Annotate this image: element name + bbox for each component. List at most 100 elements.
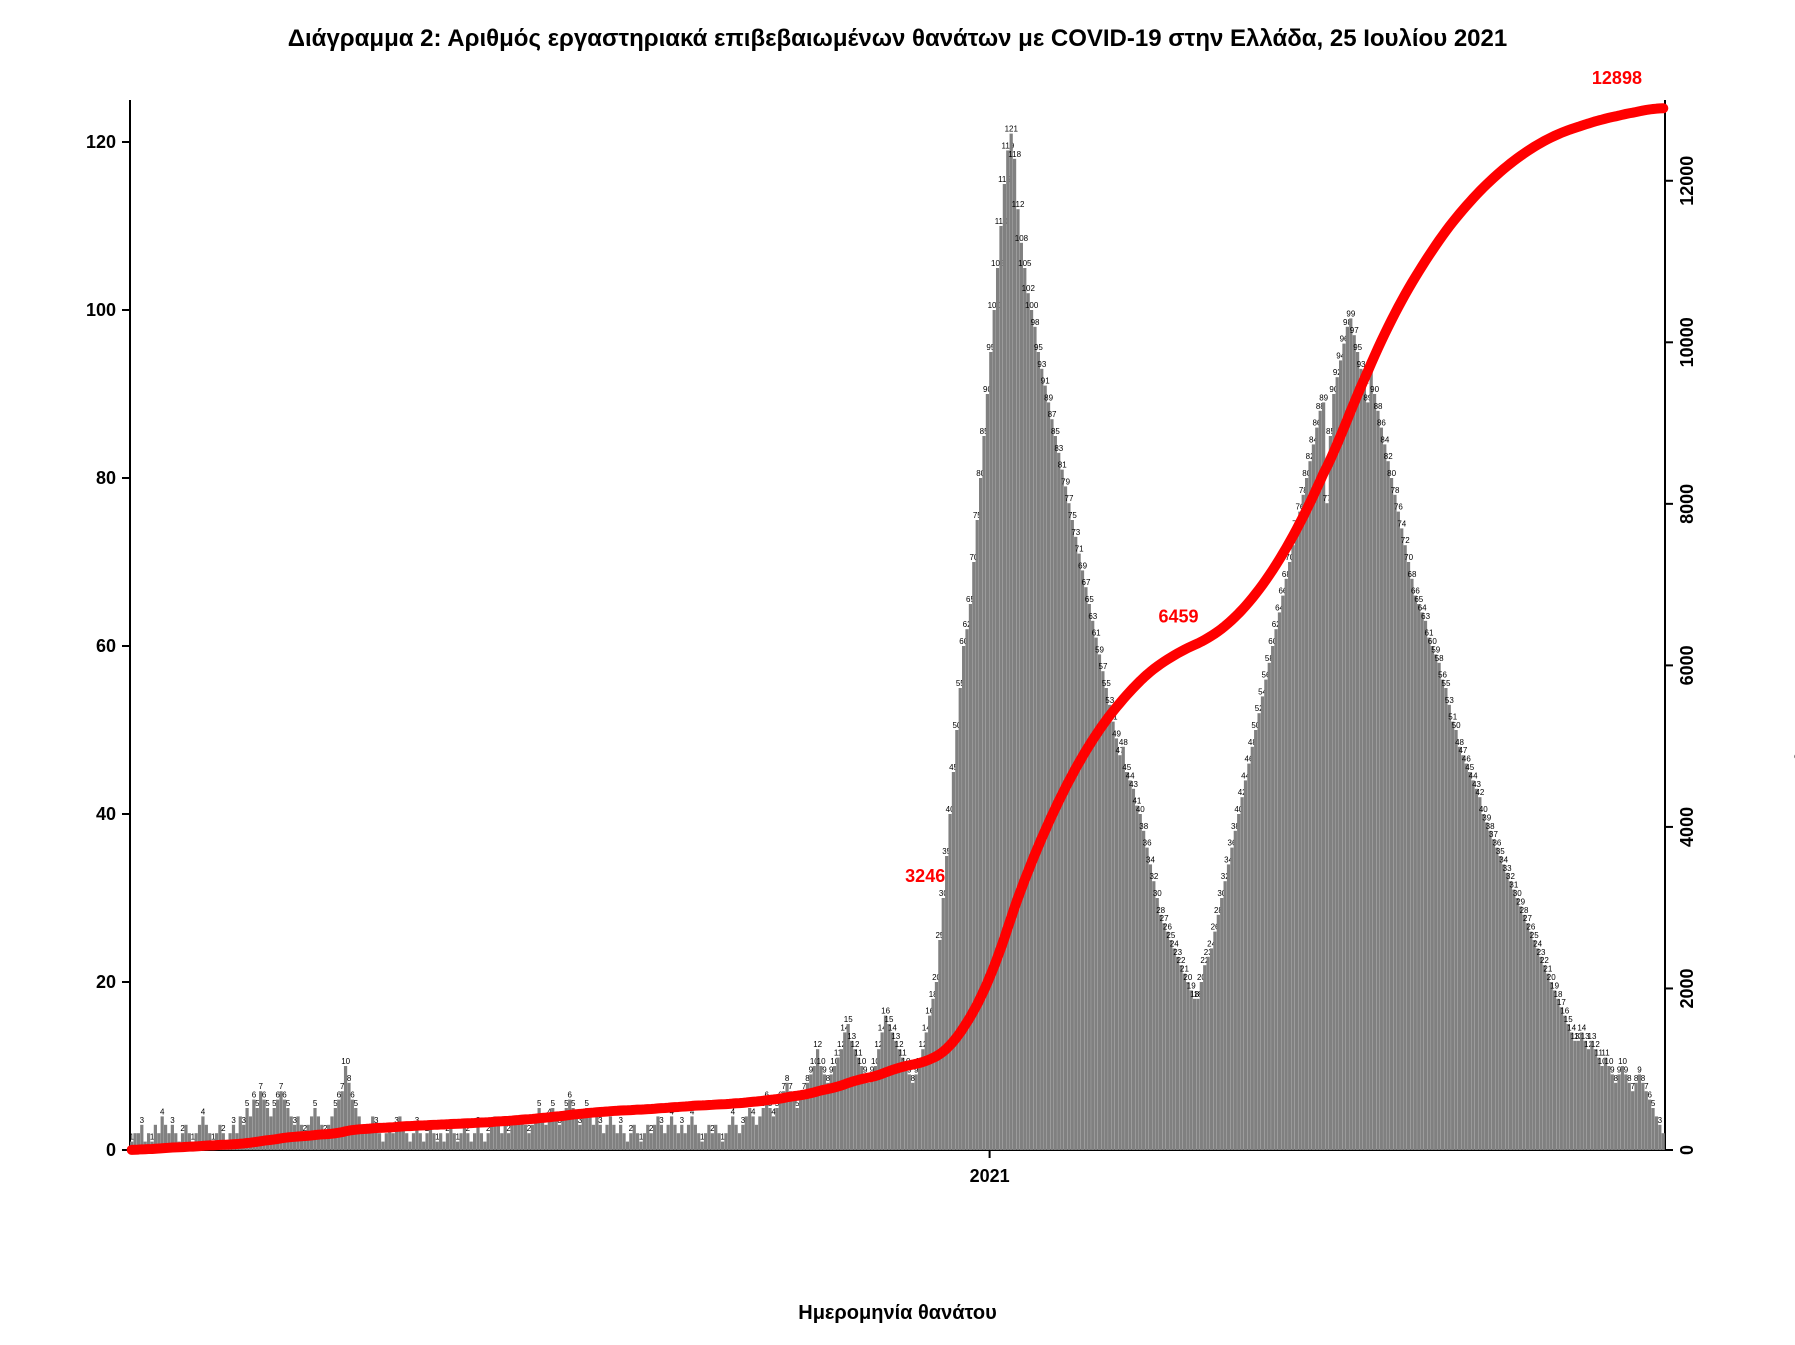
bar-value-label: 79 bbox=[1061, 477, 1070, 486]
bar-value-label: 78 bbox=[1391, 486, 1400, 495]
bar bbox=[673, 1125, 676, 1150]
bar bbox=[425, 1133, 428, 1150]
bar-value-label: 5 bbox=[286, 1099, 291, 1108]
bar bbox=[1230, 848, 1233, 1150]
bar bbox=[626, 1142, 629, 1150]
bar-value-label: 55 bbox=[1442, 679, 1451, 688]
bar bbox=[1159, 915, 1162, 1150]
bar bbox=[1617, 1074, 1620, 1150]
bar bbox=[918, 1066, 921, 1150]
bar bbox=[1047, 402, 1050, 1150]
bar-value-label: 61 bbox=[1092, 629, 1101, 638]
bar bbox=[1271, 646, 1274, 1150]
bar-value-label: 3 bbox=[170, 1116, 175, 1125]
bar bbox=[942, 898, 945, 1150]
bar bbox=[1526, 923, 1529, 1150]
bar-value-label: 72 bbox=[1401, 536, 1410, 545]
bar bbox=[1325, 503, 1328, 1150]
bar bbox=[945, 856, 948, 1150]
bar bbox=[1546, 974, 1549, 1150]
bar bbox=[378, 1133, 381, 1150]
bar bbox=[470, 1142, 473, 1150]
bar bbox=[1468, 772, 1471, 1150]
bar bbox=[1156, 898, 1159, 1150]
bar bbox=[972, 562, 975, 1150]
bar bbox=[1414, 596, 1417, 1150]
bar-value-label: 5 bbox=[537, 1099, 542, 1108]
bar bbox=[1312, 444, 1315, 1150]
bar bbox=[1213, 932, 1216, 1150]
bar bbox=[908, 1074, 911, 1150]
bar bbox=[1044, 386, 1047, 1150]
bar-value-label: 34 bbox=[1146, 855, 1155, 864]
bar bbox=[456, 1142, 459, 1150]
bar bbox=[480, 1133, 483, 1150]
bar bbox=[1424, 621, 1427, 1150]
y-right-tick-label: 2000 bbox=[1677, 968, 1697, 1008]
bar-value-label: 30 bbox=[1153, 889, 1162, 898]
bar bbox=[313, 1108, 316, 1150]
bar bbox=[684, 1133, 687, 1150]
bar bbox=[1393, 495, 1396, 1150]
bar bbox=[1614, 1083, 1617, 1150]
bar bbox=[969, 604, 972, 1150]
y-left-tick-label: 0 bbox=[106, 1140, 116, 1160]
bar bbox=[487, 1133, 490, 1150]
bar bbox=[1570, 1032, 1573, 1150]
bar bbox=[1359, 369, 1362, 1150]
bar bbox=[1400, 528, 1403, 1150]
bar bbox=[809, 1074, 812, 1150]
bar bbox=[1600, 1066, 1603, 1150]
bar-value-label: 63 bbox=[1421, 612, 1430, 621]
bar bbox=[1607, 1066, 1610, 1150]
bar bbox=[914, 1074, 917, 1150]
bar-value-label: 99 bbox=[1346, 309, 1355, 318]
bar-value-label: 75 bbox=[1068, 511, 1077, 520]
bar bbox=[599, 1125, 602, 1150]
bar bbox=[867, 1083, 870, 1150]
bar-value-label: 80 bbox=[1387, 469, 1396, 478]
bar bbox=[711, 1133, 714, 1150]
bar bbox=[1533, 940, 1536, 1150]
y-left-tick-label: 120 bbox=[86, 132, 116, 152]
bar bbox=[694, 1125, 697, 1150]
bar bbox=[629, 1133, 632, 1150]
bar bbox=[955, 730, 958, 1150]
bar bbox=[1417, 604, 1420, 1150]
bar bbox=[612, 1125, 615, 1150]
bar bbox=[1179, 965, 1182, 1150]
bar bbox=[1353, 335, 1356, 1150]
bar bbox=[1176, 957, 1179, 1150]
bar-value-label: 10 bbox=[341, 1057, 350, 1066]
bar bbox=[1577, 1041, 1580, 1150]
bar bbox=[1050, 419, 1053, 1150]
bar bbox=[391, 1133, 394, 1150]
bar-value-label: 84 bbox=[1380, 435, 1389, 444]
bar-value-label: 67 bbox=[1082, 578, 1091, 587]
bar-value-label: 5 bbox=[245, 1099, 250, 1108]
bar bbox=[1247, 764, 1250, 1150]
bar-value-label: 48 bbox=[1119, 738, 1128, 747]
bar bbox=[1390, 478, 1393, 1150]
bar bbox=[1254, 730, 1257, 1150]
bar bbox=[1597, 1058, 1600, 1150]
bar bbox=[993, 310, 996, 1150]
bar bbox=[1604, 1058, 1607, 1150]
bar bbox=[1485, 822, 1488, 1150]
bar-value-label: 5 bbox=[265, 1099, 270, 1108]
bar-value-label: 4 bbox=[751, 1107, 756, 1116]
bar bbox=[1261, 696, 1264, 1150]
bar bbox=[578, 1125, 581, 1150]
bar bbox=[1587, 1049, 1590, 1150]
bar-value-label: 40 bbox=[1136, 805, 1145, 814]
line-annotation: 6459 bbox=[1158, 606, 1198, 626]
bar bbox=[1200, 982, 1203, 1150]
chart-svg: 0204060801001200200040006000800010000120… bbox=[0, 0, 1795, 1345]
bar bbox=[911, 1083, 914, 1150]
bar bbox=[1237, 814, 1240, 1150]
bar bbox=[1410, 579, 1413, 1150]
bar-value-label: 73 bbox=[1071, 528, 1080, 537]
bar bbox=[592, 1125, 595, 1150]
bar bbox=[1628, 1083, 1631, 1150]
bar bbox=[1203, 965, 1206, 1150]
